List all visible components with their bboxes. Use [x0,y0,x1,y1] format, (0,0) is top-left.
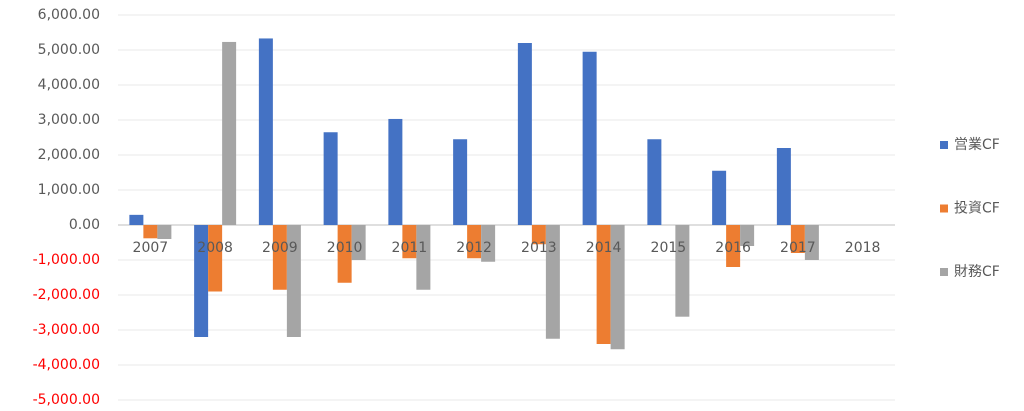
bar [726,225,741,267]
bar [531,225,546,245]
y-tick-label: 3,000.00 [38,112,100,128]
legend-label: 投資CF [954,201,1000,217]
bar [517,43,532,225]
x-tick-label: 2012 [456,240,492,256]
x-tick-label: 2016 [715,240,751,256]
bar [286,225,301,337]
x-tick-label: 2013 [521,240,557,256]
y-tick-label: 0.00 [69,217,100,233]
bar [790,225,805,253]
y-tick-label: -2,000.00 [33,287,100,303]
bar [222,41,237,226]
bar [596,225,611,344]
x-tick-label: 2017 [780,240,816,256]
y-tick-label: 4,000.00 [38,77,100,93]
x-tick-label: 2010 [327,240,363,256]
bar [258,38,273,226]
x-tick-label: 2014 [586,240,622,256]
bar [804,225,819,260]
bar [323,132,338,225]
x-tick-label: 2015 [651,240,687,256]
bar [467,225,482,259]
bar [740,225,755,246]
bar [416,225,431,290]
x-tick-label: 2011 [392,240,428,256]
bar [157,225,172,239]
legend-label: 営業CF [954,137,1000,153]
bar [582,51,597,225]
y-tick-label: 5,000.00 [38,42,100,58]
bar [453,139,468,225]
y-tick-label: -1,000.00 [33,252,100,268]
legend-swatch [940,204,948,213]
bar [194,225,209,337]
bar [351,225,366,260]
bar [647,139,662,225]
bar [402,225,417,259]
bar [776,148,791,225]
bar [272,225,287,290]
bar [337,225,352,283]
bar [610,225,625,350]
bar [712,170,727,225]
y-tick-label: 1,000.00 [38,182,100,198]
y-tick-label: 2,000.00 [38,147,100,163]
legend-swatch [940,268,948,276]
x-tick-label: 2018 [845,240,881,256]
y-tick-label: -4,000.00 [33,357,100,373]
bar [208,225,223,292]
bar [129,214,144,225]
y-tick-label: 6,000.00 [38,7,100,23]
y-tick-label: -3,000.00 [33,322,100,338]
bar [545,225,560,339]
x-tick-label: 2007 [133,240,169,256]
bar [143,225,158,239]
legend-swatch [940,141,948,149]
x-tick-label: 2009 [262,240,298,256]
bar [675,225,690,317]
x-tick-label: 2008 [197,240,233,256]
bar [388,118,403,225]
legend-label: 財務CF [954,264,1000,280]
y-tick-label: -5,000.00 [33,392,100,408]
bar [481,225,496,262]
